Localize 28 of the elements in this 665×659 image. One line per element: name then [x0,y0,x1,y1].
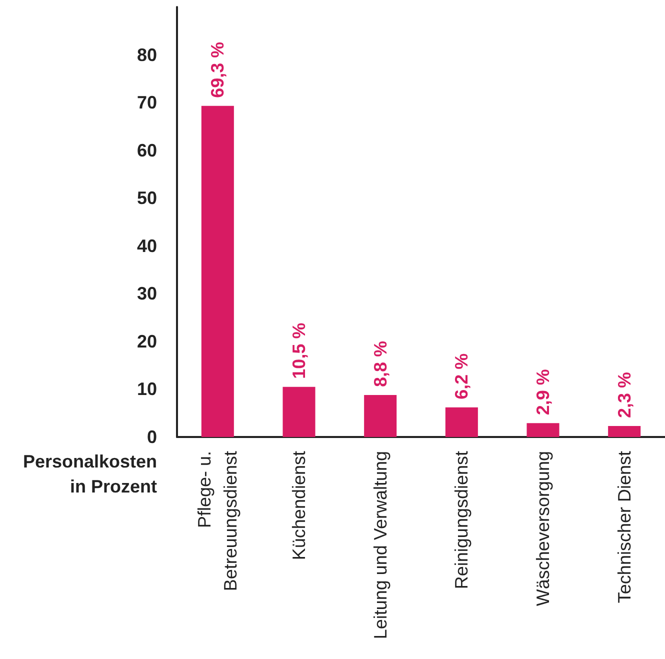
y-tick-label: 20 [136,331,157,352]
x-tick-label: Reinigungsdienst [452,451,472,590]
bar [282,386,316,437]
data-label: 6,2 % [452,353,472,400]
data-label: 2,3 % [614,372,634,418]
x-tick-label: Pflege- u. Betreuungsdienst [194,451,241,592]
data-label: 69,3 % [208,42,228,98]
data-label: 8,8 % [370,340,390,387]
y-tick-label: 50 [136,188,157,208]
x-tick-label: Leitung und Verwaltung [370,451,390,640]
x-tick-label: Technischer Dienst [614,451,634,604]
data-label: 10,5 % [289,322,309,379]
bar [608,426,641,437]
y-tick-label: 30 [136,284,157,304]
y-tick-label: 10 [136,379,157,400]
y-tick-label: 0 [146,427,157,447]
data-label: 2,9 % [533,369,553,416]
y-tick-label: 40 [136,236,157,256]
x-tick-label: Küchendienst [289,451,309,560]
y-axis-title: Personalkosten in Prozent [22,452,157,496]
bar [445,407,478,437]
x-tick-label: Wäscheversorgung [533,451,553,606]
bar [526,423,560,437]
bar [201,106,234,437]
y-tick-label: 70 [136,92,157,113]
y-tick-label: 60 [136,140,157,160]
y-tick-label: 80 [136,44,157,65]
bar [364,394,397,437]
